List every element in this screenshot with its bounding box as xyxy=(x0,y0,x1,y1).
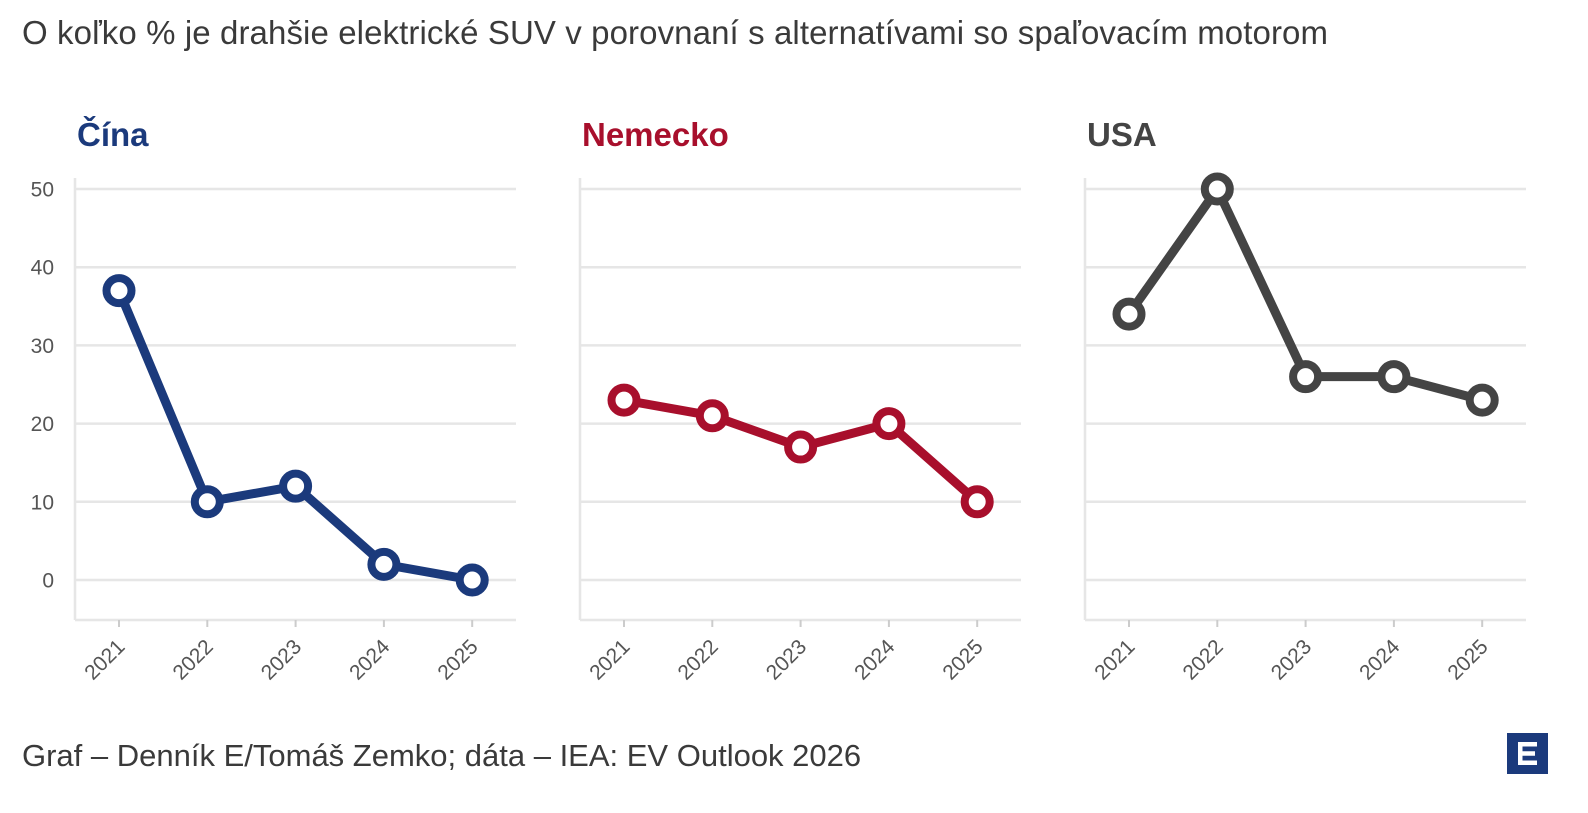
x-tick-label: 2025 xyxy=(938,635,987,684)
x-tick-label: 2024 xyxy=(1355,635,1405,685)
data-point[interactable] xyxy=(784,430,818,464)
data-point[interactable] xyxy=(960,485,994,519)
denník-e-logo-icon[interactable] xyxy=(1507,733,1548,774)
x-tick-label: 2024 xyxy=(850,635,900,685)
x-tick-label: 2025 xyxy=(433,635,482,684)
x-tick-label: 2023 xyxy=(762,635,811,684)
panel-1: Čína 0 10 20 30 40 50 2021 2022 2023 2024 2025 xyxy=(31,115,516,685)
data-point[interactable] xyxy=(455,563,489,597)
source-note: Graf – Denník E/Tomáš Zemko; dáta – IEA:… xyxy=(22,738,862,773)
x-tick-label: 2025 xyxy=(1443,635,1492,684)
y-tick-label: 0 xyxy=(42,570,54,593)
x-tick-label: 2022 xyxy=(674,635,723,684)
x-tick-label: 2022 xyxy=(169,635,218,684)
data-point[interactable] xyxy=(607,383,641,417)
data-point[interactable] xyxy=(367,547,401,581)
series-line xyxy=(114,286,477,585)
panel-3: USA 2021 2022 2023 2024 2025 xyxy=(1083,116,1526,685)
chart-title: O koľko % je drahšie elektrické SUV v po… xyxy=(22,14,1329,51)
panel-title: USA xyxy=(1087,116,1157,153)
data-point[interactable] xyxy=(1465,383,1499,417)
data-point[interactable] xyxy=(1377,360,1411,394)
data-point[interactable] xyxy=(102,274,136,308)
x-tick-label: 2022 xyxy=(1179,635,1228,684)
y-tick-label: 20 xyxy=(31,413,54,436)
y-tick-label: 50 xyxy=(31,179,54,202)
panel-title: Nemecko xyxy=(582,116,729,153)
x-tick-label: 2023 xyxy=(257,635,306,684)
data-point[interactable] xyxy=(279,469,313,503)
y-tick-label: 30 xyxy=(31,335,54,358)
y-tick-label: 40 xyxy=(31,257,54,280)
data-point[interactable] xyxy=(1289,360,1323,394)
data-point[interactable] xyxy=(1200,172,1234,206)
x-tick-label: 2021 xyxy=(585,635,634,684)
data-point[interactable] xyxy=(872,407,906,441)
data-point[interactable] xyxy=(190,485,224,519)
panel-2: Nemecko 2021 2022 2023 2024 2025 xyxy=(578,116,1021,685)
x-tick-label: 2021 xyxy=(80,635,129,684)
y-tick-label: 10 xyxy=(31,491,54,514)
data-point[interactable] xyxy=(695,399,729,433)
x-tick-label: 2023 xyxy=(1267,635,1316,684)
panel-title: Čína xyxy=(77,115,149,153)
x-tick-label: 2021 xyxy=(1090,635,1139,684)
x-tick-label: 2024 xyxy=(345,635,395,685)
data-point[interactable] xyxy=(1112,297,1146,331)
